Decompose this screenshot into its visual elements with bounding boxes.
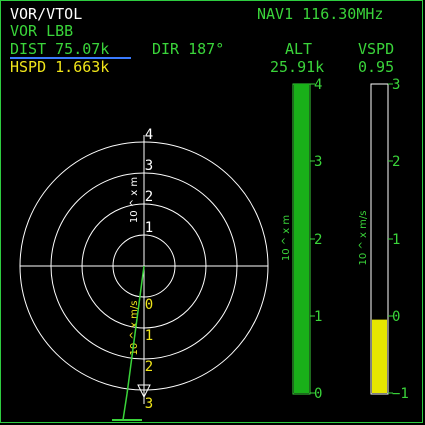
speed-tick-1: 1 [145,328,153,344]
radar-dist-axis-label: 10 ^ x m [129,177,140,223]
alt-tick-4: 4 [314,77,322,93]
dist-tick-2: 2 [145,189,153,205]
alt-label: ALT [285,40,313,58]
radar-speed-axis-label: 10 ^ x m/s [129,301,140,356]
vspd-tick-3: 3 [392,77,400,93]
alt-gauge: 4 3 2 1 0 10 ^ x m [281,77,322,402]
dist-tick-4: 4 [145,127,153,143]
velocity-vector [126,265,145,395]
vspd-tick-1: 1 [392,232,400,248]
heading-line [122,393,128,421]
alt-value: 25.91k [270,58,325,76]
aircraft-marker-icon [137,384,151,399]
distance-readout: DIST 75.07k [10,40,110,58]
vspd-value: 0.95 [358,58,395,76]
distance-underline [10,57,131,59]
vspd-tick-0: 0 [392,309,400,325]
speed-tick-3: 3 [145,396,153,412]
vspd-tick-2: 2 [392,154,400,170]
dist-tick-3: 3 [145,158,153,174]
alt-tick-1: 1 [314,309,322,325]
direction-readout: DIR 187° [152,40,225,58]
alt-tick-2: 2 [314,232,322,248]
speed-tick-2: 2 [145,359,153,375]
hspeed-readout: HSPD 1.663k [10,58,110,76]
vspd-bar-fill [372,319,387,393]
vor-station: VOR LBB [10,22,74,40]
vspd-axis-label: 10 ^ x m/s [358,211,369,266]
alt-tick-3: 3 [314,154,322,170]
vspd-label: VSPD [358,40,395,58]
mode-title: VOR/VTOL [10,5,83,23]
alt-bar-fill [294,84,309,393]
dist-tick-1: 1 [145,220,153,236]
vspd-gauge: 3 2 1 0 −1 10 ^ x m/s [358,77,409,402]
speed-tick-0: 0 [145,297,153,313]
vspd-tick-m1: −1 [392,386,409,402]
alt-tick-0: 0 [314,386,322,402]
alt-axis-label: 10 ^ x m [281,215,292,261]
nav-frequency: NAV1 116.30MHz [257,5,384,23]
